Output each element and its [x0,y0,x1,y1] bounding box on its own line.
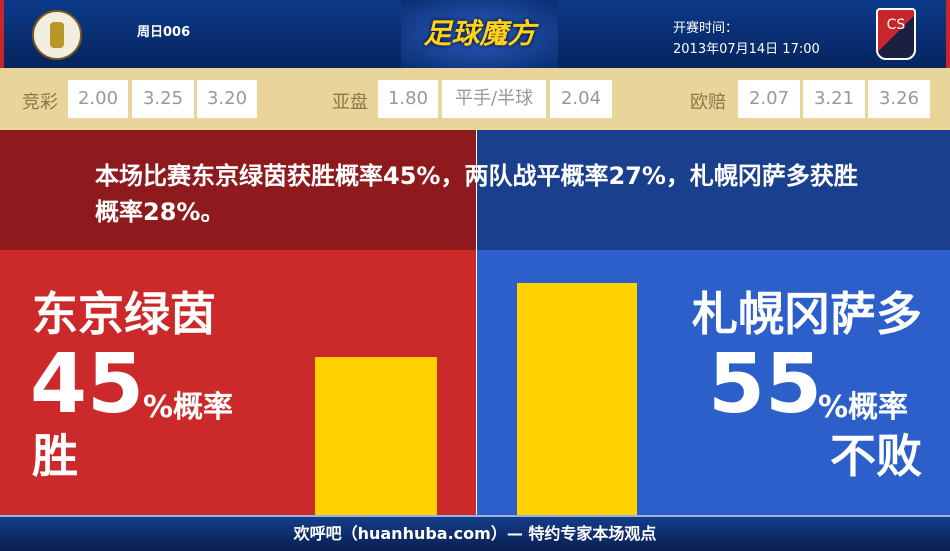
away-bar [517,283,637,515]
footer: 欢呼吧（huanhuba.com）— 特约专家本场观点 [0,515,950,551]
banner-right [477,130,950,250]
yapan-label: 亚盘 [332,92,368,113]
banner-left [0,130,476,250]
away-percent: 55 [708,337,823,432]
oupei-label: 欧赔 [690,92,726,113]
home-bar [315,357,437,515]
away-team-name: 札幌冈萨多 [692,287,922,341]
odds-value: 1.80 [378,80,438,118]
away-team-logo: CS [876,8,916,60]
kickoff-time: 2013年07月14日 17:00 [673,42,820,57]
kickoff-label: 开赛时间： [673,21,739,36]
jingcai-label: 竞彩 [22,92,58,113]
home-team-name: 东京绿茵 [32,287,216,341]
prediction-summary: 本场比赛东京绿茵获胜概率45%，两队战平概率27%，札幌冈萨多获胜概率28%。 [95,162,858,226]
header: 周日006 足球魔方 开赛时间： 2013年07月14日 17:00 CS [0,0,950,68]
odds-value: 平手/半球 [442,80,546,118]
home-percent-label: %概率 [143,390,234,425]
odds-value: 3.25 [132,80,194,118]
odds-value: 3.26 [868,80,930,118]
odds-value: 2.07 [738,80,800,118]
odds-value: 2.04 [550,80,612,118]
odds-bar: 竞彩 2.00 3.25 3.20 亚盘 1.80 平手/半球 2.04 欧赔 … [0,68,950,130]
brand-logo: 足球魔方 [401,0,558,68]
odds-value: 2.00 [68,80,128,118]
home-percent: 45 [30,337,145,432]
home-result: 胜 [32,429,78,483]
odds-value: 3.20 [197,80,257,118]
prediction-panel: 本场比赛东京绿茵获胜概率45%，两队战平概率27%，札幌冈萨多获胜概率28%。 … [0,130,950,515]
home-team-logo [32,10,82,60]
away-result: 不败 [830,429,922,483]
away-percent-label: %概率 [818,390,909,425]
match-number: 周日006 [137,25,191,40]
odds-value: 3.21 [803,80,865,118]
